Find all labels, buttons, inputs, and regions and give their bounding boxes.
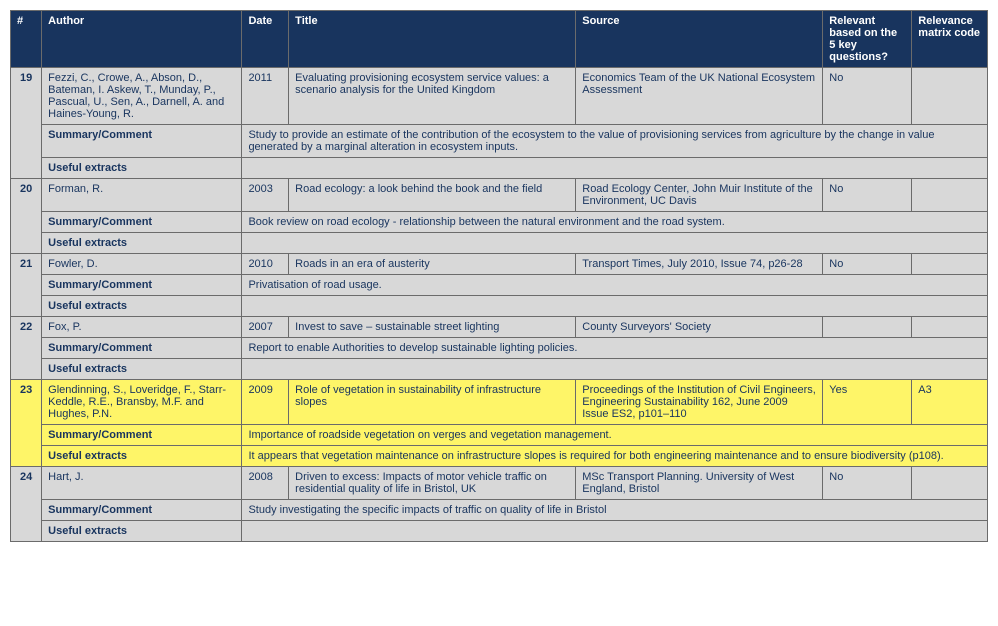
extracts-row: Useful extracts — [11, 233, 988, 254]
row-num: 24 — [11, 467, 42, 542]
row-title: Role of vegetation in sustainability of … — [289, 380, 576, 425]
row-num: 19 — [11, 68, 42, 179]
row-relevant — [823, 317, 912, 338]
table-row: 21Fowler, D.2010Roads in an era of auste… — [11, 254, 988, 275]
row-source: County Surveyors' Society — [576, 317, 823, 338]
extracts-text — [242, 296, 988, 317]
row-title: Driven to excess: Impacts of motor vehic… — [289, 467, 576, 500]
row-date: 2010 — [242, 254, 289, 275]
summary-text: Study to provide an estimate of the cont… — [242, 125, 988, 158]
row-title: Evaluating provisioning ecosystem servic… — [289, 68, 576, 125]
extracts-label: Useful extracts — [42, 233, 242, 254]
summary-text: Study investigating the specific impacts… — [242, 500, 988, 521]
header-num: # — [11, 11, 42, 68]
summary-label: Summary/Comment — [42, 275, 242, 296]
summary-label: Summary/Comment — [42, 338, 242, 359]
header-date: Date — [242, 11, 289, 68]
row-code — [912, 467, 988, 500]
row-code: A3 — [912, 380, 988, 425]
extracts-label: Useful extracts — [42, 521, 242, 542]
row-num: 23 — [11, 380, 42, 467]
extracts-row: Useful extracts — [11, 521, 988, 542]
row-author: Fox, P. — [42, 317, 242, 338]
header-relevant: Relevant based on the 5 key questions? — [823, 11, 912, 68]
row-relevant: No — [823, 467, 912, 500]
row-date: 2009 — [242, 380, 289, 425]
table-row: 20Forman, R.2003Road ecology: a look beh… — [11, 179, 988, 212]
summary-text: Privatisation of road usage. — [242, 275, 988, 296]
summary-text: Book review on road ecology - relationsh… — [242, 212, 988, 233]
summary-text: Report to enable Authorities to develop … — [242, 338, 988, 359]
row-relevant: No — [823, 254, 912, 275]
extracts-label: Useful extracts — [42, 446, 242, 467]
row-date: 2008 — [242, 467, 289, 500]
row-date: 2007 — [242, 317, 289, 338]
summary-text: Importance of roadside vegetation on ver… — [242, 425, 988, 446]
extracts-row: Useful extracts — [11, 359, 988, 380]
summary-row: Summary/CommentReport to enable Authorit… — [11, 338, 988, 359]
extracts-text — [242, 158, 988, 179]
row-code — [912, 254, 988, 275]
row-date: 2003 — [242, 179, 289, 212]
row-author: Fowler, D. — [42, 254, 242, 275]
row-source: Transport Times, July 2010, Issue 74, p2… — [576, 254, 823, 275]
table-row: 24Hart, J.2008Driven to excess: Impacts … — [11, 467, 988, 500]
extracts-label: Useful extracts — [42, 359, 242, 380]
summary-label: Summary/Comment — [42, 500, 242, 521]
row-title: Roads in an era of austerity — [289, 254, 576, 275]
header-source: Source — [576, 11, 823, 68]
row-author: Fezzi, C., Crowe, A., Abson, D., Bateman… — [42, 68, 242, 125]
row-author: Hart, J. — [42, 467, 242, 500]
row-num: 21 — [11, 254, 42, 317]
row-source: Road Ecology Center, John Muir Institute… — [576, 179, 823, 212]
table-row: 19Fezzi, C., Crowe, A., Abson, D., Batem… — [11, 68, 988, 125]
summary-label: Summary/Comment — [42, 425, 242, 446]
row-num: 20 — [11, 179, 42, 254]
row-num: 22 — [11, 317, 42, 380]
summary-label: Summary/Comment — [42, 212, 242, 233]
extracts-text — [242, 233, 988, 254]
table-header-row: # Author Date Title Source Relevant base… — [11, 11, 988, 68]
extracts-text — [242, 521, 988, 542]
row-relevant: No — [823, 68, 912, 125]
extracts-row: Useful extractsIt appears that vegetatio… — [11, 446, 988, 467]
extracts-text: It appears that vegetation maintenance o… — [242, 446, 988, 467]
row-author: Forman, R. — [42, 179, 242, 212]
row-title: Invest to save – sustainable street ligh… — [289, 317, 576, 338]
extracts-text — [242, 359, 988, 380]
extracts-label: Useful extracts — [42, 296, 242, 317]
summary-row: Summary/CommentImportance of roadside ve… — [11, 425, 988, 446]
literature-table: # Author Date Title Source Relevant base… — [10, 10, 988, 542]
row-code — [912, 68, 988, 125]
summary-label: Summary/Comment — [42, 125, 242, 158]
extracts-label: Useful extracts — [42, 158, 242, 179]
table-row: 23Glendinning, S., Loveridge, F., Starr-… — [11, 380, 988, 425]
summary-row: Summary/CommentPrivatisation of road usa… — [11, 275, 988, 296]
row-title: Road ecology: a look behind the book and… — [289, 179, 576, 212]
table-row: 22Fox, P.2007Invest to save – sustainabl… — [11, 317, 988, 338]
extracts-row: Useful extracts — [11, 158, 988, 179]
row-source: Economics Team of the UK National Ecosys… — [576, 68, 823, 125]
row-source: MSc Transport Planning. University of We… — [576, 467, 823, 500]
summary-row: Summary/CommentStudy investigating the s… — [11, 500, 988, 521]
row-code — [912, 179, 988, 212]
row-relevant: Yes — [823, 380, 912, 425]
table-body: 19Fezzi, C., Crowe, A., Abson, D., Batem… — [11, 68, 988, 542]
row-relevant: No — [823, 179, 912, 212]
header-author: Author — [42, 11, 242, 68]
row-date: 2011 — [242, 68, 289, 125]
header-title: Title — [289, 11, 576, 68]
row-code — [912, 317, 988, 338]
summary-row: Summary/CommentBook review on road ecolo… — [11, 212, 988, 233]
row-author: Glendinning, S., Loveridge, F., Starr-Ke… — [42, 380, 242, 425]
summary-row: Summary/CommentStudy to provide an estim… — [11, 125, 988, 158]
header-code: Relevance matrix code — [912, 11, 988, 68]
row-source: Proceedings of the Institution of Civil … — [576, 380, 823, 425]
extracts-row: Useful extracts — [11, 296, 988, 317]
